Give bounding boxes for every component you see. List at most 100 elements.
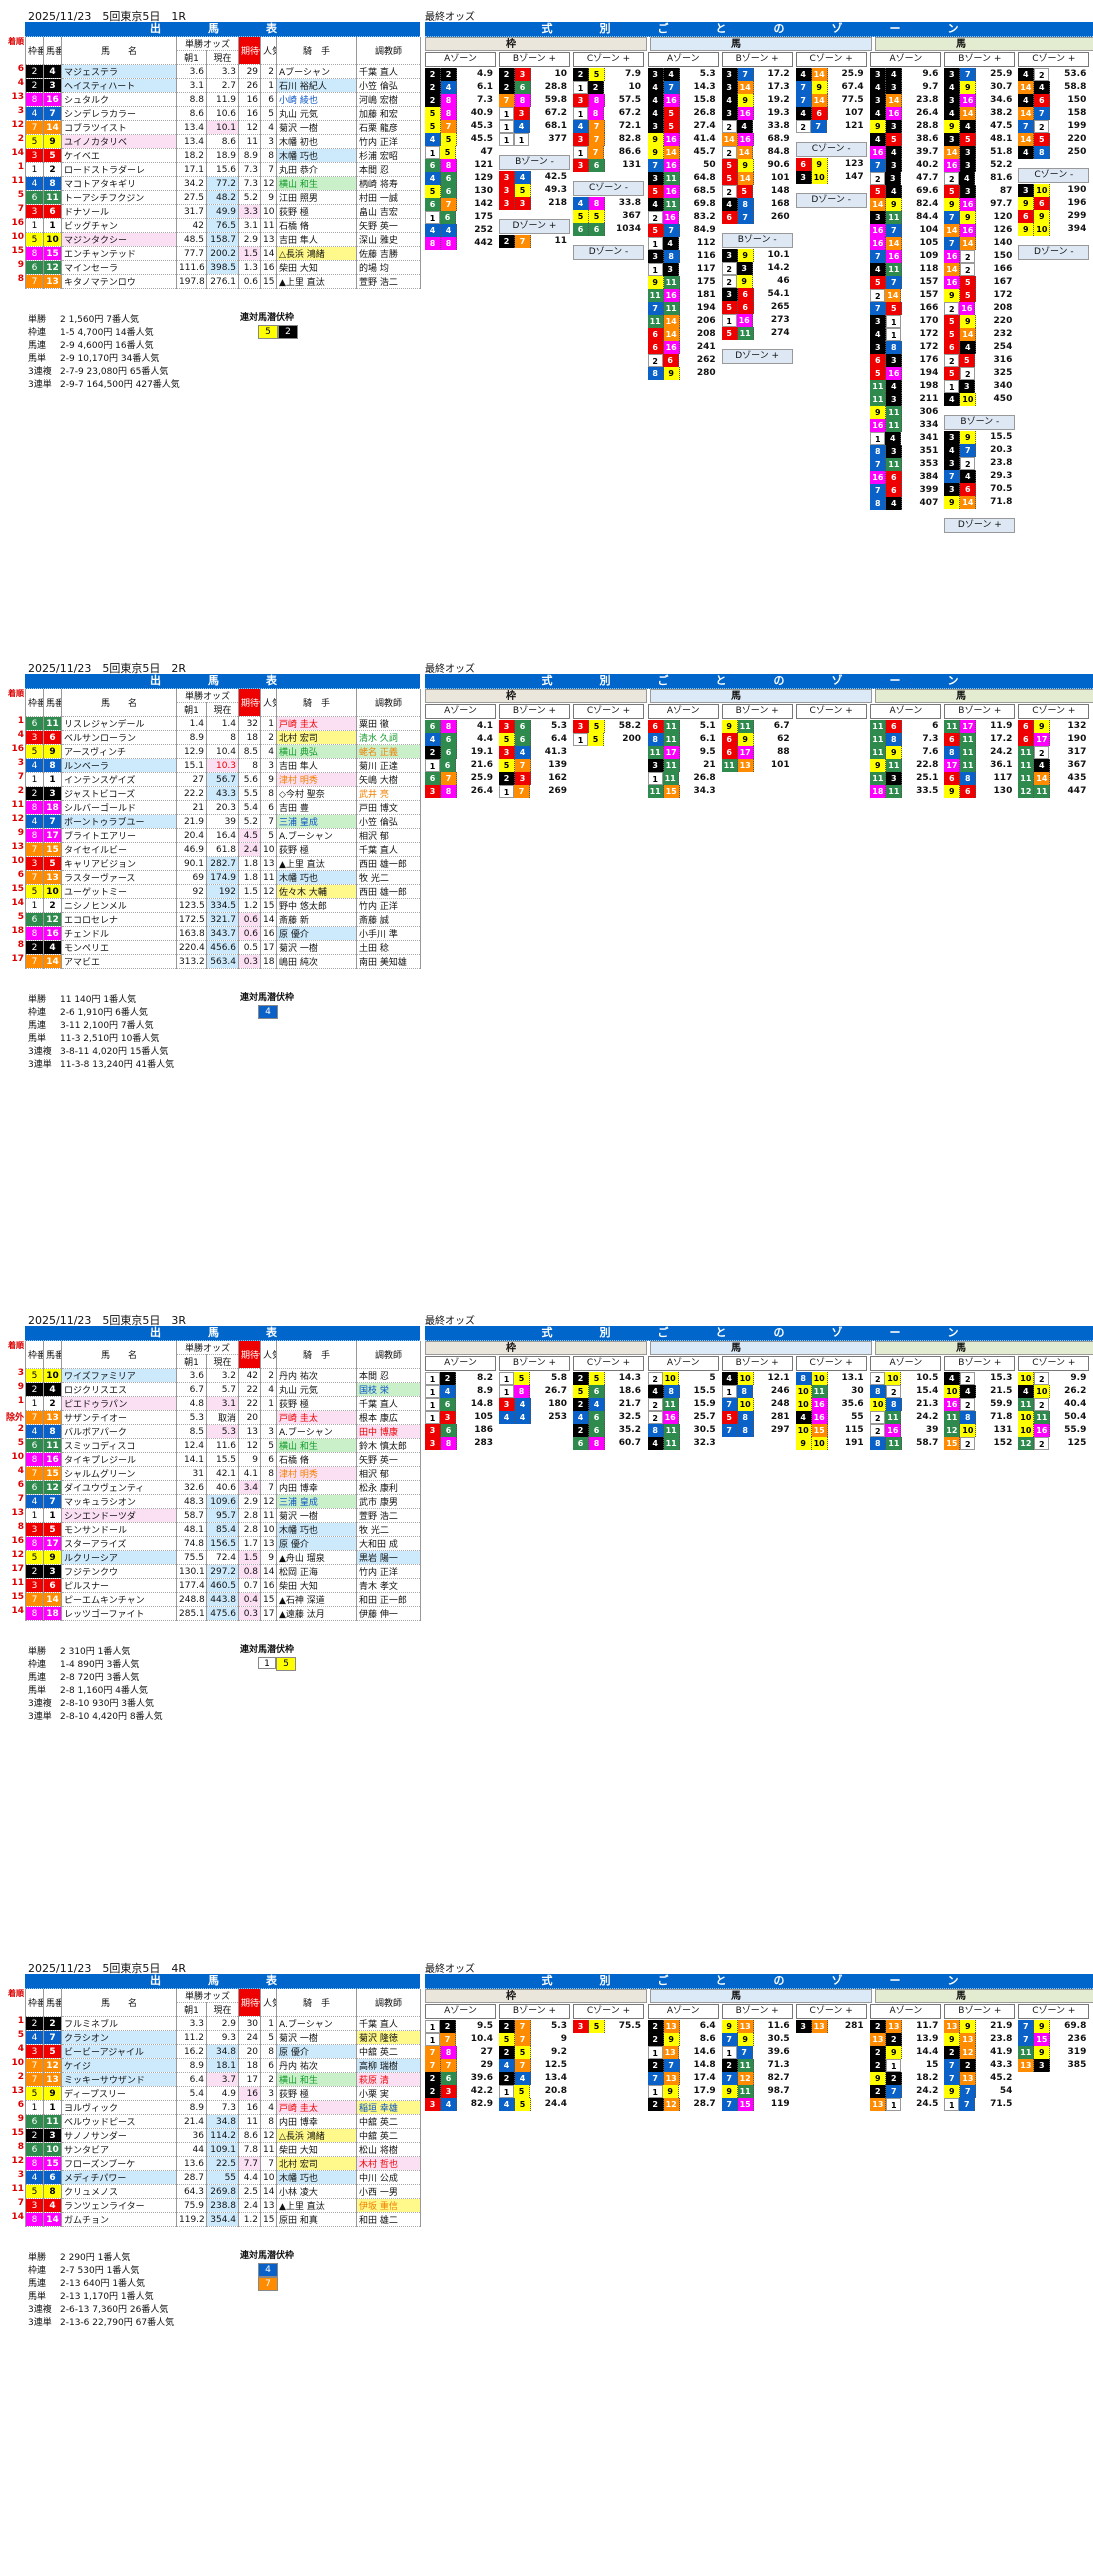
zone-combo-row[interactable]: 3 13 281: [795, 2020, 867, 2033]
runner-row[interactable]: 8 15 エンチャンテッド 77.7 200.2 1.5 14 △長浜 鴻緒 佐藤 吉勝: [25, 246, 422, 261]
zone-combo-row[interactable]: 2 6 28.8: [499, 81, 570, 94]
zone-combo-row[interactable]: 2 7 24.2: [870, 2085, 941, 2098]
zone-combo-row[interactable]: 2 8 7.3: [425, 94, 496, 107]
runner-row[interactable]: 6 11 ベルウッドピース 21.4 34.8 11 8 内田 博幸 中舘 英二: [25, 2114, 422, 2129]
zone-combo-row[interactable]: 9 10 191: [795, 1437, 867, 1450]
zone-combo-row[interactable]: 8 10 13.1: [795, 1372, 867, 1385]
zone-combo-row[interactable]: 11 14 206: [647, 315, 719, 328]
zone-combo-row[interactable]: 6 9 132: [1018, 720, 1089, 733]
zone-combo-row[interactable]: 16 2 59.9: [944, 1398, 1015, 1411]
runner-row[interactable]: 5 10 ユーゲットミー 92 192 1.5 12 佐々木 大輔 西田 雄一郎: [25, 884, 422, 899]
zone-combo-row[interactable]: 3 5 27.4: [647, 120, 719, 133]
zone-combo-row[interactable]: 4 8 168: [721, 198, 793, 211]
zone-combo-row[interactable]: 16 6 384: [870, 471, 941, 484]
runner-row[interactable]: 1 1 ビッグチャン 42 76.5 3.1 11 石橋 脩矢野 英一: [25, 218, 422, 233]
runner-row[interactable]: 8 18 シルバーゴールド 21 20.3 5.4 6 吉田 豊戸田 博文: [25, 800, 422, 815]
zone-combo-row[interactable]: 3 6 186: [425, 1424, 496, 1437]
zone-combo-row[interactable]: 12 10 131: [944, 1424, 1015, 1437]
zone-combo-row[interactable]: 5 3 87: [944, 185, 1015, 198]
zone-combo-row[interactable]: 16 7 104: [870, 224, 941, 237]
zone-combo-row[interactable]: 4 8 33.8: [573, 197, 644, 210]
runner-row[interactable]: 3 6 ドナソール 31.7 49.9 3.3 10 荻野 極畠山 吉宏: [25, 204, 422, 219]
zone-combo-row[interactable]: 2 6 262: [647, 354, 719, 367]
zone-combo-row[interactable]: 2 13 11.7: [870, 2020, 941, 2033]
zone-combo-row[interactable]: 2 9 8.6: [647, 2033, 719, 2046]
zone-combo-row[interactable]: 5 8 281: [721, 1411, 793, 1424]
zone-combo-row[interactable]: 11 16 181: [647, 289, 719, 302]
zone-combo-row[interactable]: 11 17 11.9: [944, 720, 1015, 733]
runner-row[interactable]: 5 10 マジンタクシー 48.5 158.7 2.9 13 吉田 隼人 深山 雅史: [25, 232, 422, 247]
zone-combo-row[interactable]: 3 8 57.5: [573, 94, 644, 107]
zone-combo-row[interactable]: 5 9 220: [944, 315, 1015, 328]
zone-combo-row[interactable]: 9 6 130: [944, 785, 1015, 798]
runner-row[interactable]: 2 4 モンペリエ 220.4 456.6 0.5 17 菊沢 一樹 土田 稔: [25, 940, 422, 955]
zone-combo-row[interactable]: 8 11 30.5: [647, 1424, 719, 1437]
zone-combo-row[interactable]: 11 8 7.3: [870, 733, 941, 746]
zone-combo-row[interactable]: 7 15 236: [1018, 2033, 1089, 2046]
runner-row[interactable]: 8 16 シュタルク 8.8 11.9 16 6 小崎 綾也 河嶋 宏樹: [25, 92, 422, 107]
zone-combo-row[interactable]: 4 6 150: [1018, 94, 1089, 107]
zone-combo-row[interactable]: 2 3 14.2: [721, 262, 793, 275]
zone-combo-row[interactable]: 1 3 105: [425, 1411, 496, 1424]
zone-combo-row[interactable]: 5 9 90.6: [721, 159, 793, 172]
zone-combo-row[interactable]: 6 4 254: [944, 341, 1015, 354]
zone-combo-row[interactable]: 11 2 40.4: [1018, 1398, 1089, 1411]
zone-combo-row[interactable]: 2 3 162: [499, 772, 570, 785]
zone-combo-row[interactable]: 7 6 399: [870, 484, 941, 497]
zone-combo-row[interactable]: 3 8 283: [425, 1437, 496, 1450]
zone-combo-row[interactable]: 16 3 52.2: [944, 159, 1015, 172]
zone-combo-row[interactable]: 3 8 172: [870, 341, 941, 354]
zone-combo-row[interactable]: 9 13 11.6: [721, 2020, 793, 2033]
zone-combo-row[interactable]: 12 11 447: [1018, 785, 1089, 798]
zone-combo-row[interactable]: 3 4 9.6: [870, 68, 941, 81]
zone-combo-row[interactable]: 4 1 172: [870, 328, 941, 341]
zone-combo-row[interactable]: 3 11 21: [647, 759, 719, 772]
zone-combo-row[interactable]: 7 11 353: [870, 458, 941, 471]
zone-combo-row[interactable]: 8 11 24.2: [944, 746, 1015, 759]
zone-combo-row[interactable]: 7 2 43.3: [944, 2059, 1015, 2072]
zone-combo-row[interactable]: 13 3 385: [1018, 2059, 1089, 2072]
zone-combo-row[interactable]: 9 6 196: [1018, 197, 1089, 210]
zone-combo-row[interactable]: 7 8 297: [721, 1424, 793, 1437]
runner-row[interactable]: 8 17 スターアライズ 74.8 156.5 1.7 13 原 優介 大和田 成: [25, 1536, 422, 1551]
zone-combo-row[interactable]: 1 5 47: [425, 146, 496, 159]
runner-row[interactable]: 3 6 ピルスナー 177.4 460.5 0.7 16 柴田 大知 青木 孝文: [25, 1578, 422, 1593]
zone-combo-row[interactable]: 2 11 24.2: [870, 1411, 941, 1424]
zone-combo-row[interactable]: 1 4 68.1: [499, 120, 570, 133]
zone-combo-row[interactable]: 7 9 67.4: [795, 81, 867, 94]
zone-combo-row[interactable]: 3 5 75.5: [573, 2020, 644, 2033]
zone-combo-row[interactable]: 9 16 97.7: [944, 198, 1015, 211]
zone-combo-row[interactable]: 1 8 67.2: [573, 107, 644, 120]
zone-combo-row[interactable]: 7 10 248: [721, 1398, 793, 1411]
zone-combo-row[interactable]: 11 9 7.6: [870, 746, 941, 759]
zone-combo-row[interactable]: 11 2 317: [1018, 746, 1089, 759]
zone-combo-row[interactable]: 16 4 39.7: [870, 146, 941, 159]
zone-combo-row[interactable]: 11 8 71.8: [944, 1411, 1015, 1424]
runner-row[interactable]: 1 2 ピエドゥラパン 4.8 3.1 22 1 荻野 極千葉 直人: [25, 1396, 422, 1411]
runner-row[interactable]: 7 12 ケイジ 8.9 18.1 18 6 丹内 祐次 高柳 瑞樹: [25, 2058, 422, 2073]
zone-combo-row[interactable]: 9 14 45.7: [647, 146, 719, 159]
zone-combo-row[interactable]: 5 5 367: [573, 210, 644, 223]
zone-combo-row[interactable]: 12 2 125: [1018, 1437, 1089, 1450]
zone-combo-row[interactable]: 5 4 69.6: [870, 185, 941, 198]
zone-combo-row[interactable]: 4 8 15.5: [647, 1385, 719, 1398]
runner-row[interactable]: 6 12 ダイユウヴェンティ 32.6 40.6 3.4 7 内田 博幸 松永 康利: [25, 1480, 422, 1495]
zone-combo-row[interactable]: 4 7 14.3: [647, 81, 719, 94]
zone-combo-row[interactable]: 1 5 5.8: [499, 1372, 570, 1385]
zone-combo-row[interactable]: 13 2 13.9: [870, 2033, 941, 2046]
zone-combo-row[interactable]: 11 3 211: [870, 393, 941, 406]
runner-row[interactable]: 7 13 キタノマテンロウ 197.8 276.1 0.6 15 ▲上里 直汰 萱野 浩二: [25, 274, 422, 289]
zone-combo-row[interactable]: 4 7 72.1: [573, 120, 644, 133]
zone-combo-row[interactable]: 5 6 18.6: [573, 1385, 644, 1398]
runner-row[interactable]: 4 8 ルンベーラ 15.1 10.3 8 3 吉田 隼人 菊川 正達: [25, 758, 422, 773]
zone-combo-row[interactable]: 2 9 46: [721, 275, 793, 288]
zone-combo-row[interactable]: 1 8 26.7: [499, 1385, 570, 1398]
zone-combo-row[interactable]: 2 7 121: [795, 120, 867, 133]
zone-combo-row[interactable]: 3 6 5.3: [499, 720, 570, 733]
runner-row[interactable]: 5 10 ワイズファミリア 3.6 3.2 42 2 丹内 祐次 本間 忍: [25, 1368, 422, 1383]
zone-combo-row[interactable]: 2 7 14.8: [647, 2059, 719, 2072]
zone-combo-row[interactable]: 4 8 250: [1018, 146, 1089, 159]
zone-combo-row[interactable]: 1 2 9.5: [425, 2020, 496, 2033]
zone-combo-row[interactable]: 6 7 142: [425, 198, 496, 211]
zone-combo-row[interactable]: 3 7 25.9: [944, 68, 1015, 81]
